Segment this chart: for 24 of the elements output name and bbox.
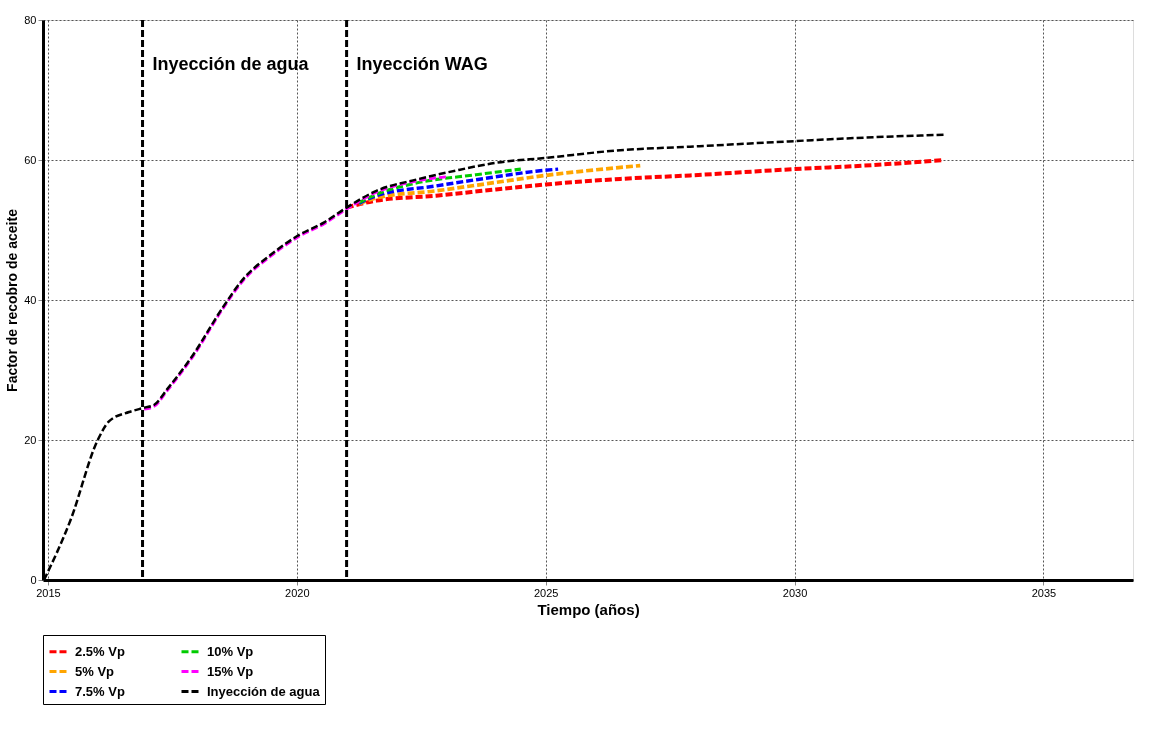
x-tick-label: 2015 (36, 586, 61, 599)
y-tick-label: 80 (24, 13, 37, 26)
line-series (357, 163, 643, 206)
ref-line-label: Inyección WAG (356, 54, 488, 74)
y-tick-label: 20 (24, 433, 37, 446)
x-tick-label: 2020 (285, 586, 310, 599)
legend-label: 5% Vp (75, 663, 115, 679)
x-tick-label: 2025 (533, 586, 559, 599)
line-series (142, 175, 448, 411)
y-tick-label: 60 (24, 153, 37, 166)
x-tick-label: 2035 (1031, 586, 1057, 599)
y-tick-label: 40 (24, 293, 37, 306)
legend-label: 2.5% Vp (75, 643, 125, 659)
line-series (357, 167, 523, 205)
line-series (357, 167, 560, 206)
y-axis-title: Factor de recobro de aceite (4, 208, 21, 392)
legend-label: Inyección de agua (207, 683, 321, 699)
legend-label: 15% Vp (207, 663, 254, 679)
ref-line-label: Inyección de agua (152, 54, 310, 74)
y-tick-label: 0 (30, 573, 37, 586)
legend-label: 10% Vp (207, 643, 254, 659)
legend-label: 7.5% Vp (75, 683, 125, 699)
x-axis-title: Tiempo (años) (537, 600, 640, 618)
x-tick-label: 2030 (782, 586, 808, 599)
